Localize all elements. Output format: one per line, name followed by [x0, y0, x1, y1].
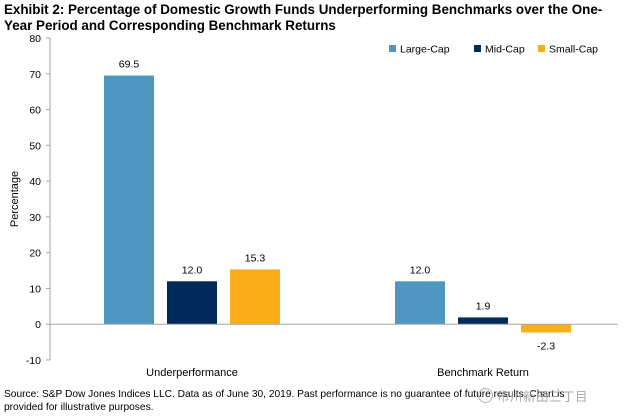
legend-label: Small-Cap — [549, 44, 598, 56]
source-note: Source: S&P Dow Jones Indices LLC. Data … — [4, 389, 622, 414]
legend-swatch — [538, 45, 545, 52]
wechat-icon — [478, 388, 493, 403]
y-tick-label: 0 — [35, 319, 41, 331]
bar-small-cap — [230, 269, 280, 325]
y-tick-label: 50 — [29, 140, 41, 152]
x-category-label: Benchmark Return — [437, 367, 529, 379]
bar-value-label: 12.0 — [182, 264, 203, 276]
bar-large-cap — [395, 281, 445, 325]
data-labels: 69.5 12.0 15.3 12.0 1.9 -2.3 — [119, 59, 555, 353]
source-note-line-1: Source: S&P Dow Jones Indices LLC. Data … — [4, 389, 565, 400]
legend: Large-Cap Mid-Cap Small-Cap — [389, 44, 598, 56]
y-axis: -10 0 10 20 30 40 50 60 70 80 Percentage — [9, 33, 51, 367]
x-axis: Underperformance Benchmark Return — [50, 323, 618, 379]
y-tick-label: 70 — [29, 69, 41, 81]
y-tick-label: 30 — [29, 212, 41, 224]
chart-title-line-1: Exhibit 2: Percentage of Domestic Growth… — [4, 2, 603, 17]
bar-value-label: -2.3 — [537, 340, 555, 352]
bar-value-label: 12.0 — [410, 264, 431, 276]
bar-value-label: 69.5 — [119, 59, 140, 71]
y-tick-label: 40 — [29, 176, 41, 188]
bar-value-label: 1.9 — [476, 300, 491, 312]
source-note-line-2: provided for illustrative purposes. — [4, 401, 154, 413]
chart-title-line-2: Year Period and Corresponding Benchmark … — [4, 18, 336, 33]
bars — [104, 75, 571, 333]
y-tick-label: 20 — [29, 248, 41, 260]
bar-large-cap — [104, 75, 154, 325]
y-axis-title: Percentage — [9, 171, 21, 227]
bar-small-cap — [521, 324, 571, 333]
x-category-label: Underperformance — [146, 367, 238, 379]
y-tick-label: -10 — [26, 355, 41, 367]
y-tick-label: 10 — [29, 283, 41, 295]
chart-title: Exhibit 2: Percentage of Domestic Growth… — [4, 2, 614, 34]
legend-label: Large-Cap — [400, 44, 450, 56]
watermark-text: 市川新田三丁目 — [497, 390, 589, 404]
legend-swatch — [474, 45, 481, 52]
legend-label: Mid-Cap — [485, 44, 525, 56]
bar-value-label: 15.3 — [245, 252, 266, 264]
watermark: 市川新田三丁目 — [478, 386, 588, 405]
bar-mid-cap — [167, 281, 217, 325]
legend-swatch — [389, 45, 396, 52]
y-tick-label: 80 — [29, 33, 41, 45]
bar-mid-cap — [458, 317, 508, 325]
y-tick-label: 60 — [29, 105, 41, 117]
